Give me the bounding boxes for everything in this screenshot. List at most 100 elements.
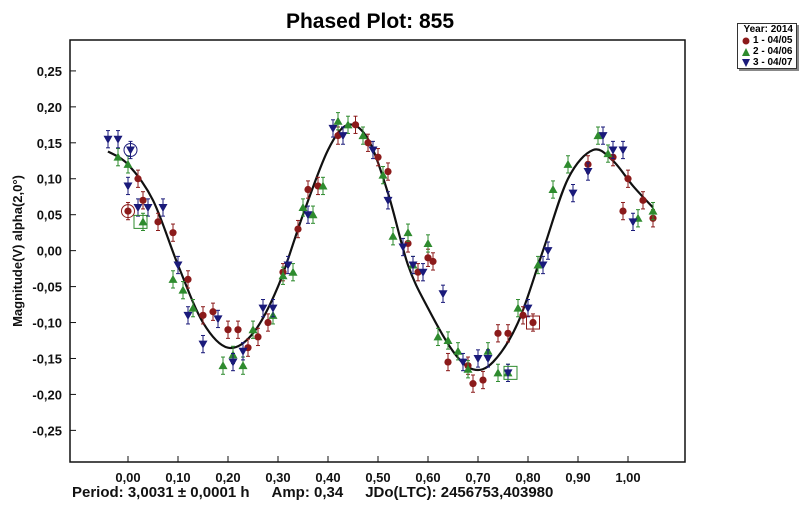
circle-marker-icon: [742, 37, 750, 44]
data-point-2: [603, 144, 613, 163]
circle-marker: [264, 318, 272, 327]
triangle-down-marker: [228, 358, 238, 367]
data-point-1: [479, 370, 487, 390]
data-point-3: [328, 119, 338, 138]
x-tick-label: 1,00: [615, 470, 640, 485]
triangle-down-marker: [143, 204, 153, 213]
circle-marker: [374, 153, 382, 161]
triangle-down-marker: [328, 124, 338, 133]
triangle-down-marker: [173, 261, 183, 270]
x-tick-label: 0,00: [115, 470, 140, 485]
triangle-down-marker: [608, 146, 618, 155]
x-tick-label: 0,90: [565, 470, 590, 485]
triangle-up-marker: [453, 346, 463, 355]
circle-marker: [424, 254, 432, 262]
y-tick-label: 0,15: [37, 136, 62, 151]
y-tick-label: 0,10: [37, 172, 62, 187]
circle-marker: [504, 329, 512, 337]
triangle-up-marker: [593, 131, 603, 140]
triangle-up-marker: [563, 159, 573, 168]
data-point-1: [169, 223, 177, 242]
triangle-down-marker: [103, 135, 113, 144]
data-point-3: [438, 284, 448, 303]
triangle-up-marker: [533, 260, 543, 269]
circle-marker: [429, 257, 437, 266]
circle-marker: [169, 229, 177, 237]
plot-area: [69, 39, 686, 463]
data-point-1: [494, 324, 502, 343]
data-point-3: [598, 126, 608, 145]
circle-marker: [234, 326, 242, 334]
data-point-1: [294, 219, 302, 239]
x-tick-label: 0,50: [365, 470, 390, 485]
chart-title: Phased Plot: 855: [286, 10, 454, 33]
x-tick-label: 0,60: [415, 470, 440, 485]
triangle-up-marker: [343, 120, 353, 129]
data-point-3: [133, 198, 143, 217]
data-point-2: [358, 126, 368, 145]
triangle-up-marker: [188, 303, 198, 312]
y-tick-label: 0,20: [37, 100, 62, 115]
triangle-up-marker: [423, 238, 433, 247]
x-tick-label: 0,10: [165, 470, 190, 485]
circle-marker: [209, 308, 217, 316]
data-point-3: [483, 349, 493, 368]
data-point-3: [198, 334, 208, 354]
legend-label: 1 - 04/05: [753, 35, 793, 46]
triangle-up-marker: [403, 228, 413, 237]
y-tick-label: -0,15: [32, 351, 62, 366]
triangle-down-marker: [458, 358, 468, 367]
triangle-up-marker: [218, 361, 228, 370]
data-point-2: [423, 234, 433, 253]
circle-marker: [494, 329, 502, 337]
triangle-down-marker: [473, 354, 483, 363]
circle-marker: [139, 196, 147, 204]
circle-marker: [254, 333, 262, 341]
data-point-3: [113, 130, 123, 149]
data-point-3: [418, 263, 428, 282]
period-text: Period: 3,0031 ± 0,0001 h: [72, 484, 250, 501]
data-point-3: [503, 363, 513, 382]
y-tick-label: 0,25: [37, 64, 62, 79]
triangle-up-marker: [463, 364, 473, 373]
triangle-down-marker: [618, 146, 628, 155]
triangle-down-marker: [583, 168, 593, 177]
triangle-down-marker: [383, 196, 393, 205]
data-point-2: [333, 112, 343, 131]
triangle-down-marker: [158, 204, 168, 213]
triangle-up-marker: [548, 185, 558, 194]
data-point-2: [563, 155, 573, 174]
circle-marker: [351, 121, 360, 129]
data-point-3: [608, 140, 618, 160]
triangle-down-marker: [213, 315, 223, 324]
triangle-down-marker: [258, 304, 268, 313]
triangle-down-marker: [503, 369, 513, 378]
y-tick-label: -0,20: [32, 387, 62, 402]
x-tick-label: 0,70: [465, 470, 490, 485]
data-point-3: [258, 299, 268, 318]
circle-marker: [184, 275, 192, 283]
legend-item-3: 3 - 04/07: [738, 57, 796, 68]
data-point-3: [126, 140, 135, 160]
amp-text: Amp: 0,34: [271, 484, 344, 501]
circle-marker: [224, 326, 232, 334]
data-point-2: [178, 281, 188, 300]
triangle-up-marker: [378, 170, 388, 179]
data-point-1: [124, 201, 132, 221]
circle-marker: [444, 358, 452, 366]
data-point-2: [318, 176, 328, 196]
legend-label: 2 - 04/06: [753, 46, 793, 57]
data-point-1: [264, 313, 272, 332]
circle-marker: [294, 225, 302, 233]
triangle-up-marker: [278, 271, 288, 280]
circle-marker: [199, 311, 207, 319]
triangle-up-marker: [333, 116, 343, 125]
data-point-1: [209, 302, 217, 321]
triangle-up-marker: [308, 210, 318, 219]
data-point-3: [618, 140, 628, 160]
data-point-2: [378, 166, 388, 185]
circle-marker: [619, 207, 627, 215]
data-point-2: [548, 180, 558, 199]
data-point-3: [303, 205, 313, 224]
triangle-down-marker: [283, 261, 293, 270]
